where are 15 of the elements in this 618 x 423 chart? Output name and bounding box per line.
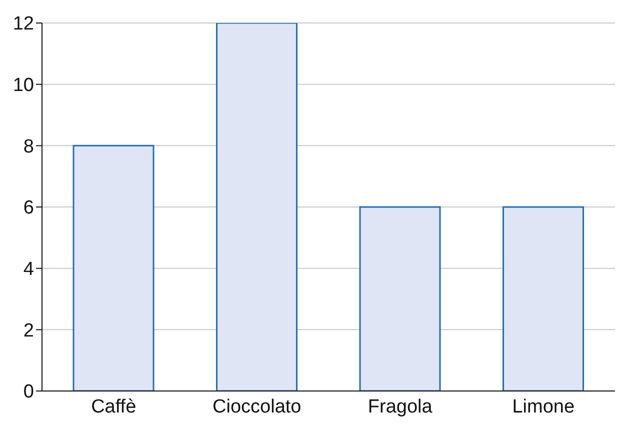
y-tick-label: 4 <box>23 259 34 280</box>
y-tick-label: 0 <box>23 382 34 403</box>
bar <box>216 23 298 391</box>
y-tick-label: 12 <box>12 14 34 35</box>
y-tick-label: 10 <box>12 75 34 96</box>
x-tick-label: Caffè <box>91 396 136 418</box>
y-tick-label: 6 <box>23 198 34 219</box>
bar <box>502 206 584 391</box>
x-tick-label: Fragola <box>368 396 433 418</box>
y-tick-label: 2 <box>23 320 34 342</box>
bar <box>72 144 154 391</box>
x-tick-label: Limone <box>512 396 575 418</box>
bar <box>359 206 441 391</box>
x-tick-label: Cioccolato <box>212 396 302 418</box>
y-tick-label: 8 <box>23 136 34 158</box>
